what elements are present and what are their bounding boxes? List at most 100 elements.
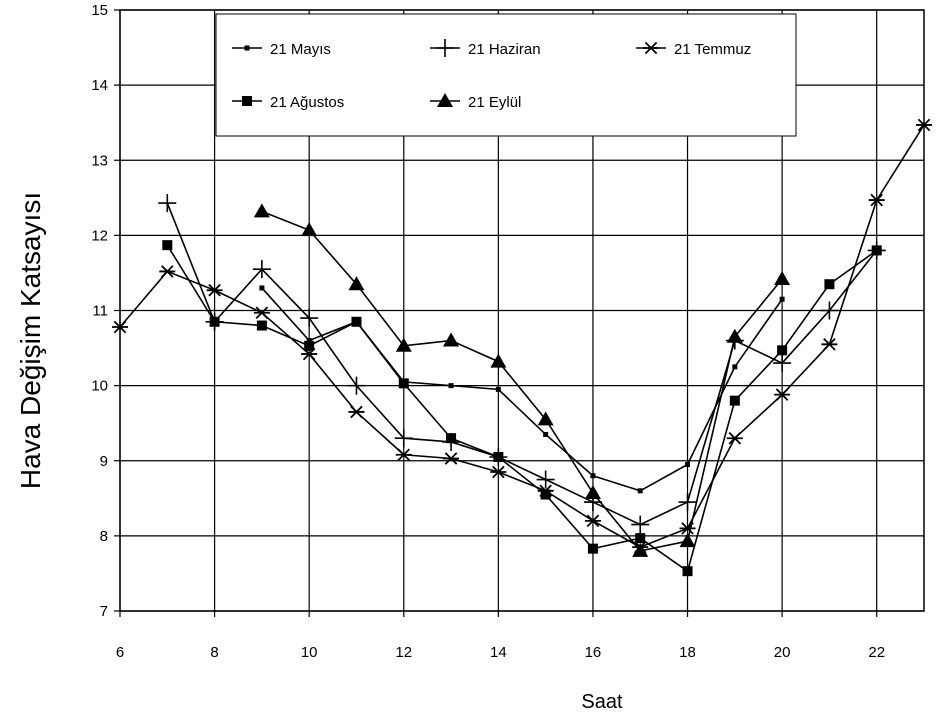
- marker-square-point: [682, 566, 693, 577]
- legend-entry: 21 Ağustos: [232, 94, 344, 111]
- y-tick-label: 7: [100, 603, 108, 620]
- marker-triangle-point: [395, 337, 412, 352]
- marker-square-point: [209, 316, 220, 327]
- marker-plus-point: [158, 194, 177, 213]
- marker-square-point: [729, 395, 740, 406]
- marker-asterisk-point: [726, 431, 743, 445]
- y-tick-label: 8: [100, 528, 108, 545]
- legend-label: 21 Mayıs: [270, 41, 331, 58]
- marker-asterisk-point: [916, 118, 932, 132]
- marker-square-point: [635, 533, 646, 544]
- y-tick-label: 12: [91, 227, 108, 244]
- marker-triangle-point: [632, 542, 649, 557]
- marker-asterisk-point: [821, 338, 838, 351]
- marker-small-square-point: [495, 386, 501, 392]
- y-tick-label: 13: [91, 152, 108, 169]
- marker-square-point: [777, 345, 788, 356]
- tick-labels: 7 8 9 10 11 12 13 14 15 6 8 10 12 14 16 18 20 22: [91, 2, 885, 661]
- marker-square-point: [398, 378, 409, 389]
- marker-triangle-point: [679, 533, 696, 548]
- series-line: [119, 124, 925, 549]
- legend-label: 21 Ağustos: [270, 94, 344, 111]
- y-tick-label: 15: [91, 2, 108, 19]
- marker-asterisk-legend: [643, 41, 659, 55]
- marker-asterisk-point: [159, 265, 176, 278]
- marker-plus-point: [252, 260, 271, 279]
- marker-small-square-point: [732, 364, 738, 370]
- y-tick-label: 11: [92, 303, 108, 320]
- x-tick-label: 20: [774, 644, 791, 661]
- marker-asterisk-point: [490, 465, 507, 479]
- marker-triangle-point: [253, 203, 270, 218]
- marker-triangle-point: [537, 411, 554, 426]
- x-tick-label: 8: [210, 644, 218, 661]
- legend-label: 21 Temmuz: [674, 41, 751, 58]
- x-tick-label: 16: [585, 644, 602, 661]
- x-tick-label: 22: [868, 644, 885, 661]
- marker-asterisk-point: [584, 514, 601, 528]
- marker-triangle-point: [774, 270, 791, 285]
- x-tick-label: 6: [116, 644, 124, 661]
- marker-plus-point: [678, 493, 697, 512]
- marker-triangle-point: [443, 332, 460, 347]
- marker-plus-point: [300, 309, 319, 328]
- marker-square-legend: [242, 96, 252, 106]
- x-tick-label: 10: [301, 644, 318, 661]
- legend-entry: 21 Eylül: [430, 93, 521, 111]
- marker-plus-legend: [436, 39, 454, 57]
- marker-asterisk-point: [253, 306, 270, 320]
- marker-small-square-point: [259, 285, 265, 291]
- marker-square-point: [493, 451, 504, 462]
- marker-square-point: [162, 240, 173, 251]
- x-tick-label: 14: [490, 644, 507, 661]
- marker-triangle-point: [301, 222, 318, 237]
- marker-triangle-point: [584, 485, 601, 500]
- marker-square-point: [540, 489, 551, 500]
- series-line: [166, 244, 878, 573]
- series-2: [158, 194, 886, 534]
- marker-small-square-point: [306, 338, 312, 344]
- series-4: [162, 240, 882, 577]
- marker-asterisk-point: [206, 283, 223, 297]
- x-tick-label: 18: [679, 644, 696, 661]
- marker-asterisk-point: [774, 388, 791, 401]
- x-axis-title: Saat: [581, 691, 623, 713]
- series-line: [166, 202, 878, 526]
- marker-triangle-point: [490, 353, 507, 368]
- marker-asterisk-point: [443, 452, 460, 465]
- marker-asterisk-point: [348, 405, 365, 419]
- marker-asterisk-point: [868, 193, 885, 207]
- series-group: [112, 118, 932, 577]
- series-5: [253, 203, 791, 557]
- legend: 21 Mayıs 21 Haziran 21 Temmuz 21 Ağustos 21 …: [215, 13, 797, 137]
- y-tick-label: 14: [91, 77, 108, 94]
- legend-entry: 21 Mayıs: [232, 41, 331, 58]
- marker-small-square-legend: [244, 45, 250, 51]
- legend-entry: 21 Temmuz: [636, 41, 751, 58]
- marker-triangle-legend: [437, 93, 453, 107]
- marker-small-square-point: [685, 462, 691, 468]
- marker-square-point: [871, 245, 882, 256]
- marker-small-square-point: [590, 473, 596, 479]
- legend-label: 21 Haziran: [468, 41, 541, 58]
- marker-small-square-point: [779, 296, 785, 302]
- marker-asterisk-point: [112, 320, 128, 334]
- legend-label: 21 Eylül: [468, 94, 521, 111]
- marker-plus-point: [536, 470, 555, 489]
- marker-triangle-point: [726, 328, 743, 343]
- x-tick-label: 12: [395, 644, 412, 661]
- marker-square-point: [824, 279, 835, 290]
- y-tick-label: 9: [100, 453, 108, 470]
- marker-square-point: [256, 320, 267, 331]
- marker-plus-point: [773, 354, 792, 373]
- marker-asterisk-point: [395, 448, 412, 462]
- series-line: [261, 210, 783, 552]
- marker-plus-point: [394, 429, 413, 448]
- marker-square-point: [351, 316, 362, 327]
- marker-triangle-point: [348, 276, 365, 291]
- marker-plus-point: [820, 301, 839, 320]
- marker-small-square-point: [543, 431, 549, 437]
- marker-square-point: [304, 340, 315, 351]
- marker-plus-point: [631, 515, 650, 534]
- y-tick-label: 10: [91, 378, 108, 395]
